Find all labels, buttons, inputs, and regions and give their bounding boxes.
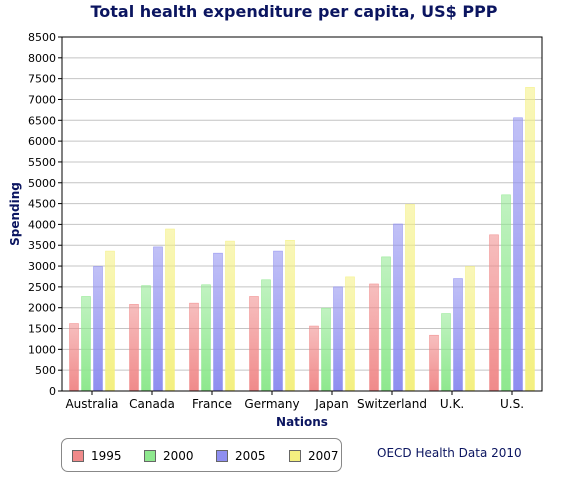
y-tick-label: 2500: [28, 281, 56, 294]
bar-us-2005: [513, 117, 523, 392]
bar-australia-2007: [105, 250, 115, 392]
x-tick-label: U.K.: [440, 397, 464, 411]
x-tick-label: Switzerland: [357, 397, 427, 411]
y-axis-ticks: 0 500 1000 1500 2000 2500 3000 3500 4000 4500 5000…: [28, 31, 62, 398]
legend-label: 1995: [91, 449, 122, 463]
y-tick-label: 5000: [28, 177, 56, 190]
legend-item-2000: 2000: [144, 449, 194, 463]
x-tick-label: U.S.: [500, 397, 524, 411]
x-tick-label: France: [192, 397, 232, 411]
y-tick-label: 4000: [28, 218, 56, 231]
bar-uk-2005: [453, 278, 463, 392]
bar-switzerland-1995: [369, 283, 379, 392]
bar-australia-1995: [69, 323, 79, 392]
bar-uk-2007: [465, 266, 475, 392]
bars: [69, 87, 535, 392]
y-tick-label: 0: [49, 385, 56, 398]
y-tick-label: 4500: [28, 198, 56, 211]
plot-frame: [61, 36, 543, 392]
y-tick-label: 3000: [28, 260, 56, 273]
legend-item-1995: 1995: [72, 449, 122, 463]
bar-france-1995: [189, 302, 199, 392]
gridlines: [62, 57, 542, 371]
y-tick-label: 1500: [28, 323, 56, 336]
legend-swatch: [144, 450, 156, 462]
y-tick-label: 3500: [28, 239, 56, 252]
y-tick-label: 7000: [28, 93, 56, 106]
bar-france-2005: [213, 252, 223, 392]
y-axis-title: Spending: [8, 182, 22, 246]
bar-uk-2000: [441, 313, 451, 392]
y-tick-label: 7500: [28, 73, 56, 86]
bar-us-2000: [501, 194, 511, 392]
legend-label: 2005: [235, 449, 266, 463]
bar-australia-2005: [93, 266, 103, 392]
x-tick-label: Australia: [65, 397, 118, 411]
legend-label: 2007: [308, 449, 339, 463]
bar-japan-2000: [321, 307, 331, 392]
y-tick-label: 5500: [28, 156, 56, 169]
y-tick-label: 1000: [28, 343, 56, 356]
legend-swatch: [216, 450, 228, 462]
bar-france-2007: [225, 240, 235, 392]
bar-japan-2007: [345, 276, 355, 392]
bar-germany-1995: [249, 296, 259, 392]
bar-switzerland-2007: [405, 204, 415, 392]
source-note: OECD Health Data 2010: [377, 446, 522, 460]
legend-item-2005: 2005: [216, 449, 266, 463]
legend-swatch: [289, 450, 301, 462]
bar-france-2000: [201, 284, 211, 392]
bar-switzerland-2000: [381, 256, 391, 392]
bar-germany-2007: [285, 239, 295, 392]
bar-australia-2000: [81, 296, 91, 392]
bar-us-1995: [489, 234, 499, 392]
bar-switzerland-2005: [393, 223, 403, 392]
bar-canada-2000: [141, 285, 151, 392]
y-tick-label: 8500: [28, 31, 56, 44]
bar-uk-1995: [429, 334, 439, 392]
x-tick-label: Germany: [244, 397, 299, 411]
x-tick-label: Japan: [314, 397, 348, 411]
y-tick-label: 8000: [28, 52, 56, 65]
bar-us-2007: [525, 87, 535, 392]
x-axis-ticks: Australia Canada France Germany Japan Switzer…: [65, 391, 524, 411]
bar-germany-2005: [273, 250, 283, 392]
bar-canada-1995: [129, 304, 139, 392]
y-tick-label: 2000: [28, 302, 56, 315]
bar-japan-1995: [309, 325, 319, 392]
bar-canada-2005: [153, 246, 163, 392]
x-axis-title: Nations: [276, 415, 328, 429]
x-tick-label: Canada: [129, 397, 175, 411]
y-tick-label: 6000: [28, 135, 56, 148]
bar-canada-2007: [165, 228, 175, 392]
chart-title: Total health expenditure per capita, US$…: [90, 2, 497, 21]
y-tick-label: 500: [35, 364, 56, 377]
bar-germany-2000: [261, 279, 271, 392]
legend-item-2007: 2007: [289, 449, 339, 463]
legend-swatch: [72, 450, 84, 462]
y-tick-label: 6500: [28, 114, 56, 127]
legend-label: 2000: [163, 449, 194, 463]
bar-japan-2005: [333, 286, 343, 392]
legend: 1995 2000 2005 2007: [61, 438, 342, 472]
